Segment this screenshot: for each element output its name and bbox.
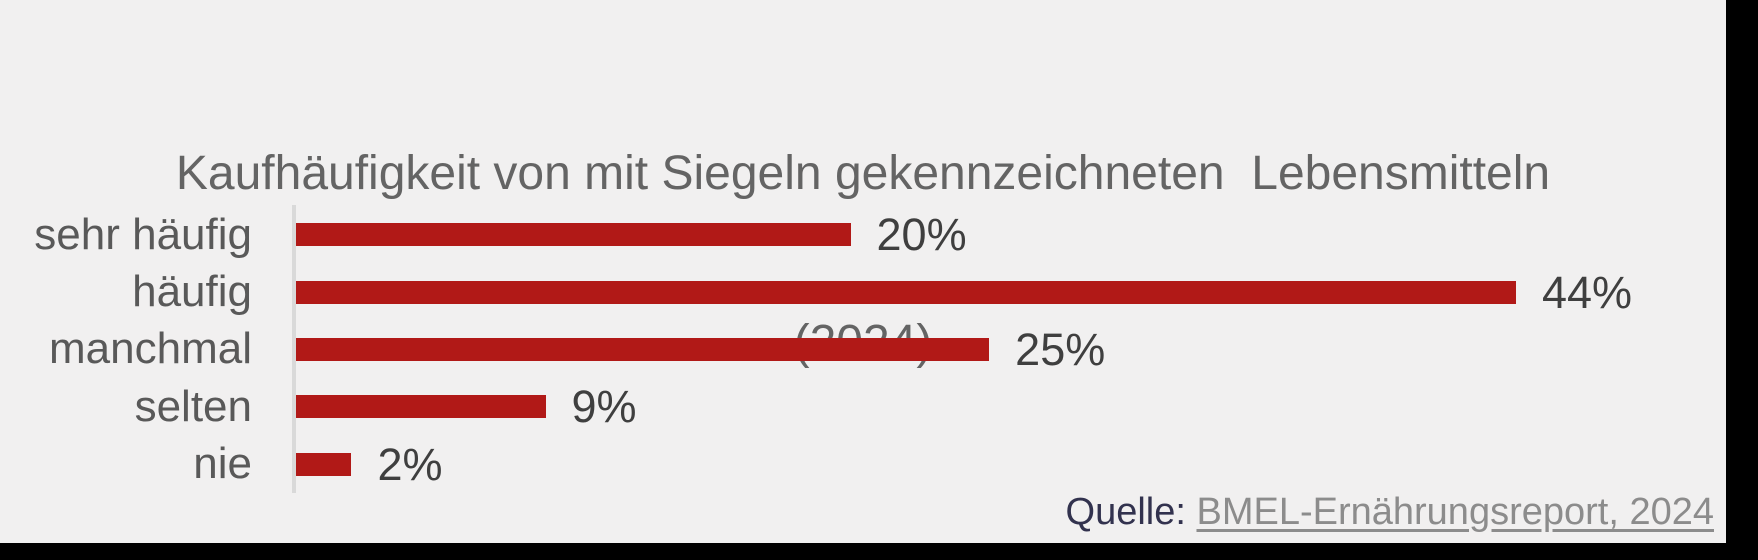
bar [296,395,546,419]
value-label: 9% [571,381,637,433]
bar [296,337,990,361]
bar-row: manchmal 25% [0,321,1726,378]
value-label: 2% [377,438,443,490]
chart-title: Kaufhäufigkeit von mit Siegeln gekennzei… [0,34,1726,483]
value-label: 44% [1542,266,1633,318]
category-label: häufig [132,267,252,317]
source-prefix: Quelle: [1065,491,1186,534]
y-axis-line [292,205,296,493]
chart-canvas: Kaufhäufigkeit von mit Siegeln gekennzei… [0,0,1726,543]
bar-row: selten 9% [0,378,1726,435]
category-label: manchmal [49,324,252,374]
category-label: selten [134,381,252,431]
category-label: nie [193,439,252,489]
bar [296,280,1516,304]
chart-title-line1: Kaufhäufigkeit von mit Siegeln gekennzei… [175,147,1551,201]
source-line: Quelle: BMEL-Ernährungsreport, 2024 [1065,491,1714,534]
plot-area: sehr häufig 20% häufig 44% manchmal 25% selten… [0,205,1726,493]
source-link[interactable]: BMEL-Ernährungsreport, 2024 [1196,491,1714,534]
bar-rows: sehr häufig 20% häufig 44% manchmal 25% selten… [0,206,1726,493]
bar-row: sehr häufig 20% [0,206,1726,263]
category-label: sehr häufig [34,209,252,259]
value-label: 25% [1015,323,1106,375]
bar-row: häufig 44% [0,263,1726,320]
bar [296,223,851,247]
value-label: 20% [876,209,967,261]
bar-row: nie 2% [0,436,1726,493]
bar [296,452,352,476]
